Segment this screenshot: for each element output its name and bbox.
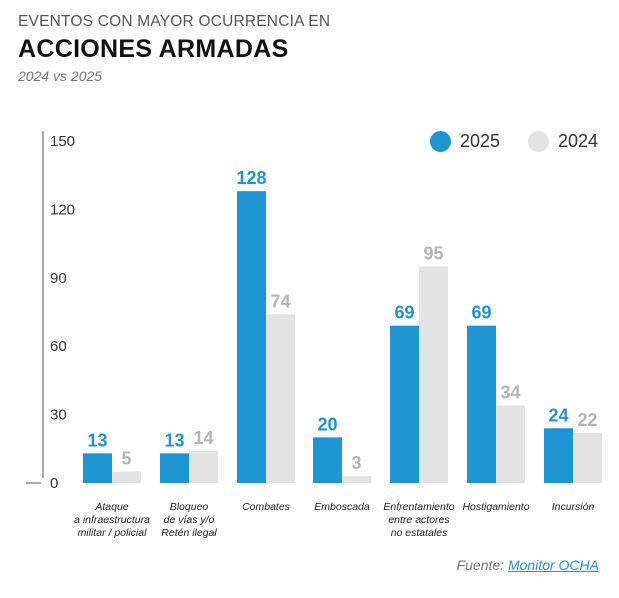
bar-2025 (544, 428, 573, 483)
y-tick-label: 150 (50, 133, 75, 150)
y-tick-label: 120 (50, 201, 75, 218)
data-label-2025: 128 (236, 168, 266, 188)
bar-2024 (496, 405, 525, 483)
bar-2024 (112, 471, 141, 483)
data-label-2024: 34 (500, 382, 520, 402)
bar-2025 (83, 453, 112, 483)
legend-swatch-2025 (430, 131, 451, 152)
chart-kicker: EVENTOS CON MAYOR OCURRENCIA EN (18, 13, 331, 30)
data-label-2025: 20 (317, 414, 337, 434)
x-tick-label: de vías y/o (164, 514, 215, 526)
x-tick-label: Hostigamiento (462, 501, 529, 513)
chart-subtitle: 2024 vs 2025 (18, 68, 103, 84)
bar-2025 (237, 191, 266, 483)
legend-label-2024: 2024 (558, 131, 599, 151)
data-label-2024: 3 (351, 453, 361, 473)
bar-2025 (467, 325, 496, 483)
x-tick-label: Retén ilegal (161, 527, 217, 539)
y-tick-label: 60 (50, 338, 67, 355)
data-label-2025: 24 (548, 405, 568, 425)
data-label-2024: 95 (423, 243, 443, 263)
legend-item-2025: 2025 (430, 131, 500, 152)
data-label-2024: 5 (121, 449, 131, 469)
chart-title: ACCIONES ARMADAS (18, 35, 289, 63)
bar-2024 (189, 451, 218, 483)
y-tick-label: 30 (50, 407, 67, 424)
y-tick-label: 90 (50, 270, 67, 287)
source-note: Fuente: Monitor OCHA (457, 557, 599, 573)
data-label-2025: 13 (87, 430, 107, 450)
x-tick-label: no estatales (391, 527, 448, 539)
data-label-2025: 13 (164, 430, 184, 450)
data-label-2025: 69 (394, 303, 414, 323)
bar-2024 (266, 314, 295, 483)
bar-2025 (160, 453, 189, 483)
legend-item-2024: 2024 (528, 131, 598, 152)
x-tick-label: Ataque (94, 501, 128, 513)
bar-2024 (419, 266, 448, 483)
data-label-2024: 14 (193, 428, 213, 448)
x-tick-label: Bloqueo (170, 501, 209, 513)
bar-2024 (573, 432, 602, 483)
source-label: Fuente: (456, 557, 505, 573)
data-label-2024: 22 (577, 410, 597, 430)
bar-2025 (313, 437, 342, 483)
bar-2024 (342, 476, 371, 483)
x-tick-label: Emboscada (314, 501, 370, 513)
legend-swatch-2024 (528, 131, 549, 152)
x-tick-label: a infraestructura (74, 514, 150, 526)
x-tick-label: militar / policial (78, 527, 148, 539)
x-tick-label: Combates (242, 501, 291, 513)
source-link[interactable]: Monitor OCHA (507, 557, 599, 573)
data-label-2025: 69 (471, 303, 491, 323)
data-label-2024: 74 (270, 291, 290, 311)
y-tick-label: 0 (50, 475, 58, 492)
x-tick-label: entre actores (388, 514, 450, 526)
bar-2025 (390, 325, 419, 483)
legend-label-2025: 2025 (460, 131, 501, 151)
x-tick-label: Incursión (552, 501, 595, 513)
x-tick-label: Enfrentamiento (383, 501, 454, 513)
